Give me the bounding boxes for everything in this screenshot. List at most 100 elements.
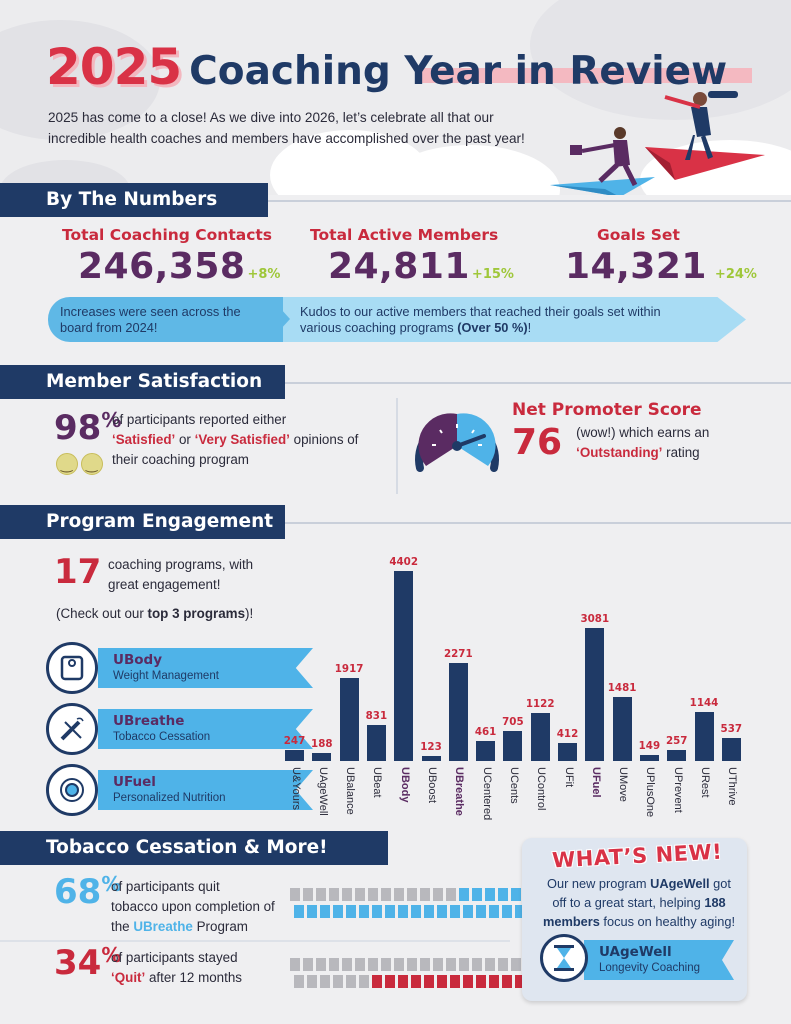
text-part: Our new program [547,876,651,891]
program-ribbon: UBreathe Tobacco Cessation [98,709,313,749]
top-programs-note: (Check out our top 3 programs)! [56,604,253,624]
person-icon [437,975,447,988]
person-icon [459,888,469,901]
satisfaction-stat: 98% [54,408,121,448]
quit-stat: 68% [54,872,121,912]
category-label: UCents [507,767,520,804]
bar-value-label: 461 [474,726,497,739]
chart-bar [530,712,550,761]
divider [285,382,791,384]
chart-bar [558,743,577,761]
text-part: Program [192,919,248,934]
person-icon [450,905,460,918]
banner-text: board from 2024! [60,320,158,335]
pct-sign: % [101,872,122,896]
text-line: of participants reported either [112,412,287,427]
person-icon [459,958,469,971]
person-icon [398,975,408,988]
text-line: of participants stayed [111,950,238,965]
page-title: 2025 Coaching Year in Review [46,38,727,96]
chart-bar [639,754,659,761]
divider [268,200,791,202]
person-icon [320,905,330,918]
person-icon [346,975,356,988]
person-icon [368,888,378,901]
person-icon [372,975,382,988]
program-ribbon: UFuel Personalized Nutrition [98,770,313,810]
section-header-tobacco: Tobacco Cessation & More! [0,831,388,865]
person-icon [320,975,330,988]
no-smoking-icon [46,703,98,755]
stat-value: 246,358 [78,246,246,287]
smiley-icon [56,453,78,475]
person-icon [303,888,313,901]
emphasis: members [542,914,600,929]
cloud-shape [0,20,160,140]
banner-text: ! [527,320,532,335]
bar-value-label: 247 [283,735,306,748]
person-icon [368,958,378,971]
person-icon [485,888,495,901]
text-part: rating [662,444,700,460]
stat-value: 24,811 [328,246,470,287]
person-icon [472,958,482,971]
text-part: off to a great start, helping [552,895,705,910]
text-part: the [111,919,134,934]
stat-coaching-contacts: Total Coaching Contacts 246,358 +8% [62,226,280,287]
person-icon [307,975,317,988]
chart-bar [721,737,741,761]
person-icon [498,958,508,971]
person-icon [485,958,495,971]
banner-text: various coaching programs [300,320,458,335]
quit-text: of participants quit tobacco upon comple… [111,877,275,937]
speedometer-icon [415,413,499,472]
person-icon [411,905,421,918]
program-name: UBreathe [113,713,185,729]
person-icon [502,905,512,918]
person-icon [502,975,512,988]
program-count: 17 [54,552,101,592]
satisfaction-text: of participants reported either ‘Satisfi… [112,410,392,470]
person-icon [420,958,430,971]
program-engagement-chart: 247 U&Yours 188 UAgeWell 1917 UBalance 831 UBea… [282,548,752,828]
person-icon [290,888,300,901]
stayed-quit-text: of participants stayed ‘Quit’ after 12 m… [111,948,242,988]
person-icon [333,905,343,918]
person-icon [498,888,508,901]
person-icon [446,958,456,971]
person-icon [307,905,317,918]
program-subtitle: Weight Management [113,670,219,682]
stat-change: +15% [471,267,514,282]
person-icon [346,905,356,918]
person-icon [394,958,404,971]
person-icon [511,888,521,901]
chart-bar [339,678,359,761]
stat-active-members: Total Active Members 24,811 +15% [310,226,514,287]
nps-block: Net Promoter Score 76 (wow!) which earns… [512,400,709,463]
pct-sign: % [101,943,122,967]
text-part: or [175,432,195,447]
emphasis: ‘Outstanding’ [576,444,663,460]
people-row [290,888,547,901]
banner-goals: Kudos to our active members that reached… [270,297,746,342]
stat-label: Goals Set [597,226,680,244]
nps-text: (wow!) which earns an ‘Outstanding’ rati… [576,423,709,463]
person-icon [489,975,499,988]
banner-arrow [270,297,290,341]
bar-value-label: 1144 [689,696,719,709]
divider [285,522,791,524]
bar-value-label: 831 [365,710,388,723]
program-ribbon: UAgeWell Longevity Coaching [584,940,734,980]
person-icon [420,888,430,901]
person-icon [511,958,521,971]
person-icon [433,958,443,971]
uagewell-badge: UAgeWell Longevity Coaching [540,934,734,986]
intro-text: 2025 has come to a close! As we dive int… [48,107,568,149]
person-icon [333,975,343,988]
person-icon [316,958,326,971]
program-ribbon: UBody Weight Management [98,648,313,688]
people-row [294,975,551,988]
category-label: U&Yours [289,767,302,811]
chart-bar [285,750,304,761]
whats-new-text: Our new program UAgeWell got off to a gr… [534,874,744,931]
